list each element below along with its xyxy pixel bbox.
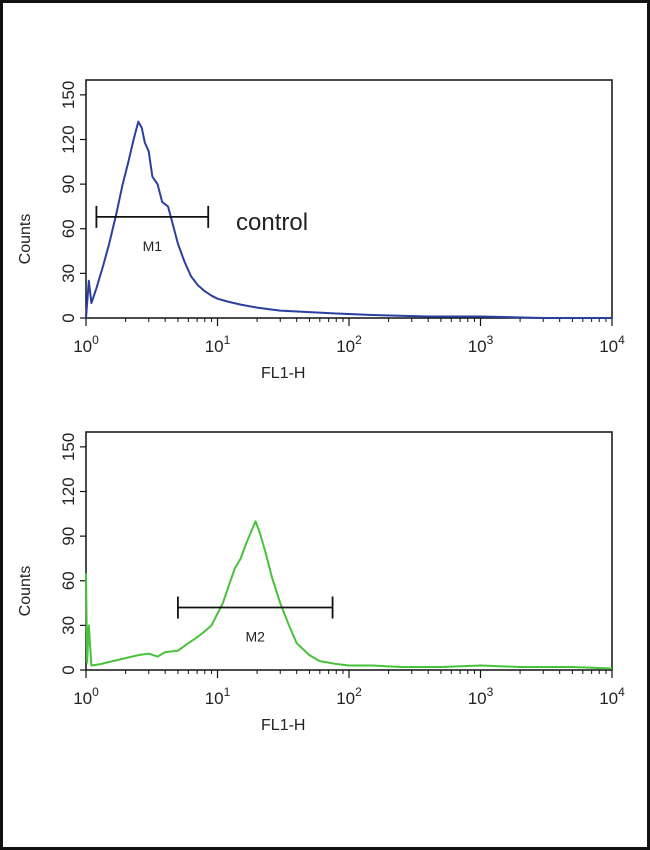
y-tick-label: 150 [59, 433, 78, 461]
series-group [85, 520, 613, 670]
y-axis-ticks: 0 30 60 90 120 150 [59, 433, 86, 675]
series-group [85, 120, 612, 319]
x-tick-label: 102 [336, 333, 362, 356]
x-tick-label: 103 [468, 333, 494, 356]
control-annotation: control [236, 209, 308, 236]
y-tick-label: 120 [59, 125, 78, 153]
x-tick-label: 104 [599, 685, 625, 708]
x-axis-label: FL1-H [261, 365, 305, 382]
histogram-line [85, 120, 612, 319]
x-tick-label: 101 [205, 333, 231, 356]
y-tick-label: 0 [59, 665, 78, 674]
x-tick-label: 104 [599, 333, 625, 356]
y-tick-label: 0 [59, 313, 78, 322]
y-axis-label: Counts [17, 214, 34, 265]
x-axis-ticks: 100 101 102 103 104 [73, 670, 625, 708]
gate-label: M2 [246, 629, 266, 645]
x-tick-label: 100 [73, 685, 99, 708]
y-axis-label: Counts [17, 566, 34, 617]
x-axis-ticks: 100 101 102 103 104 [73, 318, 625, 356]
plot-area-frame [85, 431, 613, 671]
y-axis-ticks: 0 30 60 90 120 150 [59, 81, 86, 323]
gate-marker-group: M1 [95, 205, 210, 254]
x-tick-label: 100 [73, 333, 99, 356]
y-tick-label: 30 [59, 264, 78, 283]
y-tick-label: 60 [59, 219, 78, 238]
x-tick-label: 102 [336, 685, 362, 708]
x-tick-label: 101 [205, 685, 231, 708]
y-tick-label: 60 [59, 571, 78, 590]
y-tick-label: 90 [59, 175, 78, 194]
x-axis-label: FL1-H [261, 717, 305, 734]
y-tick-label: 150 [59, 81, 78, 109]
plot-area-frame [85, 79, 613, 319]
y-tick-label: 30 [59, 616, 78, 635]
y-tick-label: 90 [59, 527, 78, 546]
y-tick-label: 120 [59, 477, 78, 505]
histogram-line [85, 520, 613, 670]
gate-label: M1 [143, 238, 163, 254]
gate-marker-group: M2 [177, 596, 334, 645]
x-tick-label: 103 [468, 685, 494, 708]
